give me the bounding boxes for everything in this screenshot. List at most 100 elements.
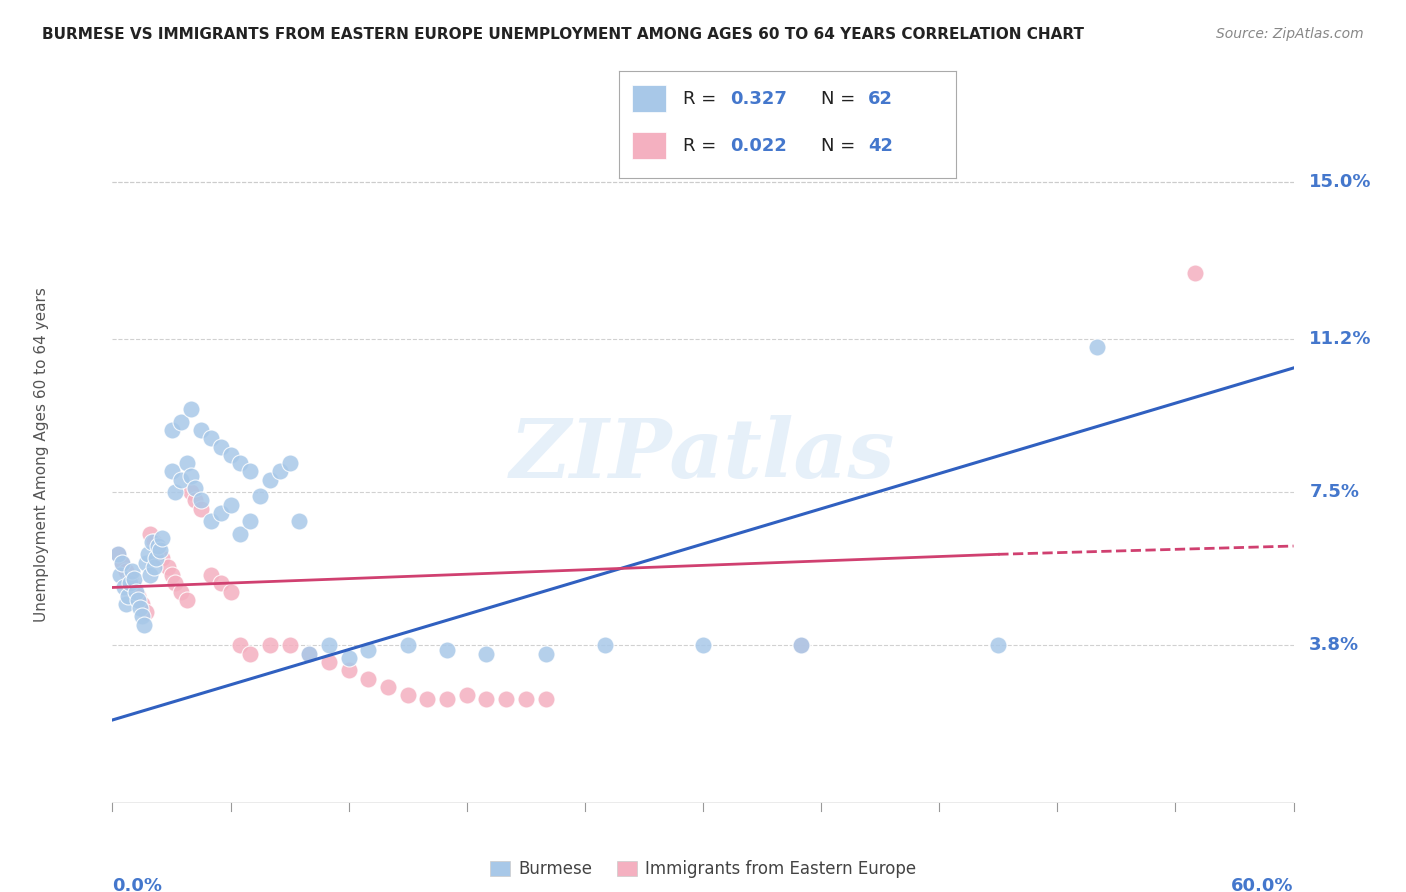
Point xyxy=(239,514,262,528)
Point xyxy=(229,456,252,470)
Point xyxy=(150,551,173,566)
Point xyxy=(170,473,193,487)
Point xyxy=(136,547,159,561)
Text: 0.0%: 0.0% xyxy=(112,878,163,892)
Point xyxy=(115,597,138,611)
Text: 11.2%: 11.2% xyxy=(1309,330,1372,348)
Point xyxy=(288,514,311,528)
Point xyxy=(475,647,498,661)
Text: N =: N = xyxy=(821,136,860,154)
Point xyxy=(131,597,153,611)
Text: N =: N = xyxy=(821,90,860,108)
Text: 0.022: 0.022 xyxy=(730,136,787,154)
Legend: Burmese, Immigrants from Eastern Europe: Burmese, Immigrants from Eastern Europe xyxy=(482,854,924,885)
Point xyxy=(170,415,193,429)
Point xyxy=(416,692,439,706)
FancyBboxPatch shape xyxy=(633,86,666,112)
Point xyxy=(396,639,419,653)
Point xyxy=(692,639,714,653)
Point xyxy=(278,639,301,653)
Point xyxy=(180,402,202,417)
Point xyxy=(456,688,478,702)
Text: R =: R = xyxy=(683,136,721,154)
Point xyxy=(229,526,252,541)
Point xyxy=(259,473,281,487)
Point xyxy=(125,584,148,599)
Point xyxy=(987,639,1010,653)
Point xyxy=(436,692,458,706)
Point xyxy=(146,539,169,553)
Point xyxy=(132,617,155,632)
Point xyxy=(150,531,173,545)
Point xyxy=(160,423,183,437)
Text: 60.0%: 60.0% xyxy=(1232,878,1294,892)
Point xyxy=(146,543,169,558)
Point xyxy=(298,647,321,661)
Point xyxy=(1184,266,1206,280)
Point xyxy=(139,568,162,582)
Point xyxy=(269,465,291,479)
Text: Source: ZipAtlas.com: Source: ZipAtlas.com xyxy=(1216,27,1364,41)
Point xyxy=(184,493,207,508)
Point xyxy=(111,556,134,570)
Point xyxy=(200,514,222,528)
Point xyxy=(149,543,172,558)
Point xyxy=(318,655,340,669)
Text: 7.5%: 7.5% xyxy=(1309,483,1360,501)
Point xyxy=(200,431,222,445)
Point xyxy=(141,535,163,549)
Point xyxy=(1085,340,1108,354)
Point xyxy=(298,647,321,661)
Point xyxy=(436,642,458,657)
Text: 0.327: 0.327 xyxy=(730,90,787,108)
Point xyxy=(790,639,813,653)
Point xyxy=(122,581,145,595)
Point xyxy=(170,584,193,599)
Point xyxy=(115,564,138,578)
Point xyxy=(111,556,134,570)
Point xyxy=(120,576,142,591)
Text: 15.0%: 15.0% xyxy=(1309,172,1372,191)
Point xyxy=(129,601,152,615)
Point xyxy=(790,639,813,653)
Text: R =: R = xyxy=(683,90,721,108)
Point xyxy=(190,501,212,516)
Point xyxy=(165,485,187,500)
Point xyxy=(121,564,143,578)
Point xyxy=(107,547,129,561)
Point xyxy=(318,639,340,653)
Point xyxy=(396,688,419,702)
Point xyxy=(160,465,183,479)
Point xyxy=(160,568,183,582)
Point xyxy=(377,680,399,694)
Point xyxy=(534,647,557,661)
Point xyxy=(337,651,360,665)
Point xyxy=(131,609,153,624)
Point xyxy=(176,456,198,470)
Point xyxy=(135,605,157,619)
Text: ZIPatlas: ZIPatlas xyxy=(510,415,896,495)
Point xyxy=(209,506,232,520)
Point xyxy=(122,572,145,586)
Point xyxy=(112,581,135,595)
Point xyxy=(190,493,212,508)
Point xyxy=(165,576,187,591)
Point xyxy=(278,456,301,470)
Point xyxy=(127,589,149,603)
Point xyxy=(357,672,380,686)
Point xyxy=(534,692,557,706)
Point xyxy=(593,639,616,653)
Point xyxy=(239,647,262,661)
Point xyxy=(475,692,498,706)
Point xyxy=(120,572,142,586)
Point xyxy=(184,481,207,495)
Text: Unemployment Among Ages 60 to 64 years: Unemployment Among Ages 60 to 64 years xyxy=(34,287,49,623)
Point xyxy=(180,468,202,483)
Text: 62: 62 xyxy=(869,90,893,108)
Point xyxy=(110,568,132,582)
Point xyxy=(209,576,232,591)
Point xyxy=(219,448,242,462)
Text: 42: 42 xyxy=(869,136,893,154)
Text: BURMESE VS IMMIGRANTS FROM EASTERN EUROPE UNEMPLOYMENT AMONG AGES 60 TO 64 YEARS: BURMESE VS IMMIGRANTS FROM EASTERN EUROP… xyxy=(42,27,1084,42)
Point xyxy=(139,526,162,541)
